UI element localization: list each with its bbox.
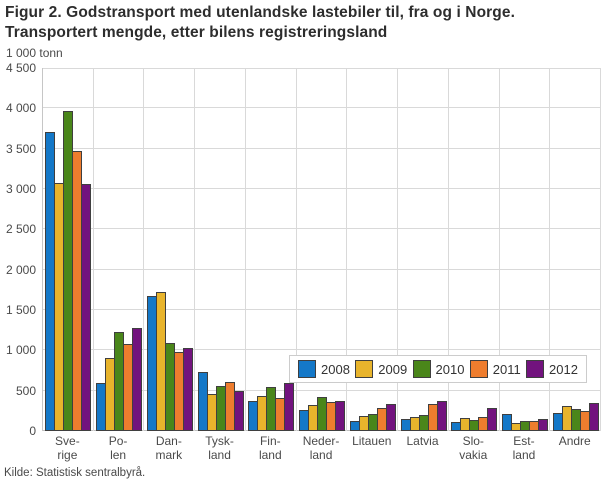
bar-2012: [335, 401, 346, 431]
bar-2012: [537, 419, 548, 431]
gridline-x: [346, 68, 347, 431]
y-tick-label: 2 000: [5, 263, 36, 277]
gridline-x: [549, 68, 550, 431]
gridline-x: [245, 68, 246, 431]
legend-label: 2010: [435, 361, 465, 377]
x-category-label: Slo- vakia: [459, 434, 488, 462]
gridline-y-1000: [43, 349, 601, 350]
bar-2012: [233, 391, 244, 431]
y-axis-unit-label: 1 000 tonn: [6, 46, 63, 60]
gridline-y-4000: [43, 107, 601, 108]
source-note: Kilde: Statistisk sentralbyrå.: [4, 467, 146, 479]
gridline-x: [397, 68, 398, 431]
gridline-x: [194, 68, 195, 431]
bar-2012: [132, 328, 143, 431]
legend-entry-2008: 2008: [298, 360, 350, 378]
legend: 2008 2009 2010 2011 2012: [289, 355, 587, 383]
legend-entry-2011: 2011: [469, 360, 521, 378]
y-tick-label: 3 000: [5, 182, 36, 196]
legend-label: 2012: [549, 361, 578, 377]
gridline-y-3000: [43, 188, 601, 189]
bar-groups: [43, 68, 601, 431]
x-category-label: Sve- rige: [55, 434, 80, 462]
y-tick-label: 1 500: [5, 303, 36, 317]
bar-2012: [182, 348, 193, 431]
x-category-label: Litauen: [352, 434, 392, 448]
bar-2012: [588, 403, 599, 431]
legend-label: 2009: [378, 361, 408, 377]
legend-entry-2010: 2010: [412, 360, 465, 378]
bar-group-nederland: [297, 68, 348, 431]
legend-label: 2011: [492, 361, 521, 377]
y-tick-label: 0: [29, 424, 36, 438]
chart-title: Figur 2. Godstransport med utenlandske l…: [5, 4, 515, 41]
bar-group-finland: [246, 68, 297, 431]
x-category-label: Latvia: [406, 434, 439, 448]
x-axis-labels: Sve- rige Po- len Dan- mark Tysk- land Fin- …: [42, 434, 600, 462]
x-category-label: Andre: [558, 434, 591, 448]
legend-swatch-2010: [412, 360, 431, 378]
x-category-label: Tysk- land: [205, 434, 234, 462]
bar-group-sverige: [43, 68, 94, 431]
gridline-x: [143, 68, 144, 431]
gridline-y-1500: [43, 309, 601, 310]
legend-swatch-2011: [469, 360, 488, 378]
gridline-x: [499, 68, 500, 431]
legend-swatch-2008: [298, 360, 316, 378]
legend-entry-2009: 2009: [355, 360, 407, 378]
y-tick-label: 3 500: [5, 142, 36, 156]
x-category-label: Dan- mark: [155, 434, 183, 462]
bar-group-danmark: [144, 68, 195, 431]
legend-entry-2012: 2012: [526, 360, 578, 378]
y-tick-label: 4 000: [5, 101, 36, 115]
gridline-x: [93, 68, 94, 431]
bar-group-andre: [550, 68, 601, 431]
plot-area: [42, 68, 601, 431]
x-category-label: Est- land: [512, 434, 536, 462]
legend-swatch-2009: [355, 360, 374, 378]
gridline-y-2500: [43, 228, 601, 229]
bar-2008: [501, 414, 512, 431]
bar-2012: [436, 401, 447, 431]
x-category-label: Po- len: [108, 434, 128, 462]
legend-swatch-2012: [526, 360, 545, 378]
gridline-y-3500: [43, 148, 601, 149]
bar-group-slovakia: [449, 68, 500, 431]
bar-2012: [385, 404, 396, 431]
gridline-x: [600, 68, 601, 431]
gridline-y-500: [43, 390, 601, 391]
y-tick-label: 1 000: [5, 343, 36, 357]
bar-2012: [81, 184, 92, 431]
bar-group-litauen: [347, 68, 398, 431]
gridline-x: [296, 68, 297, 431]
y-tick-label: 2 500: [5, 222, 36, 236]
y-tick-label: 4 500: [5, 61, 36, 75]
gridline-y-4500: [43, 68, 601, 69]
gridline-y-2000: [43, 269, 601, 270]
bar-group-estland: [500, 68, 551, 431]
bar-group-tyskland: [195, 68, 246, 431]
bar-group-polen: [94, 68, 145, 431]
x-category-label: Fin- land: [258, 434, 282, 462]
gridline-x: [448, 68, 449, 431]
legend-label: 2008: [321, 361, 350, 377]
bar-group-latvia: [398, 68, 449, 431]
bar-2012: [284, 383, 295, 431]
y-tick-label: 500: [15, 384, 36, 398]
x-category-label: Neder- land: [302, 434, 340, 462]
bar-2012: [487, 408, 498, 431]
